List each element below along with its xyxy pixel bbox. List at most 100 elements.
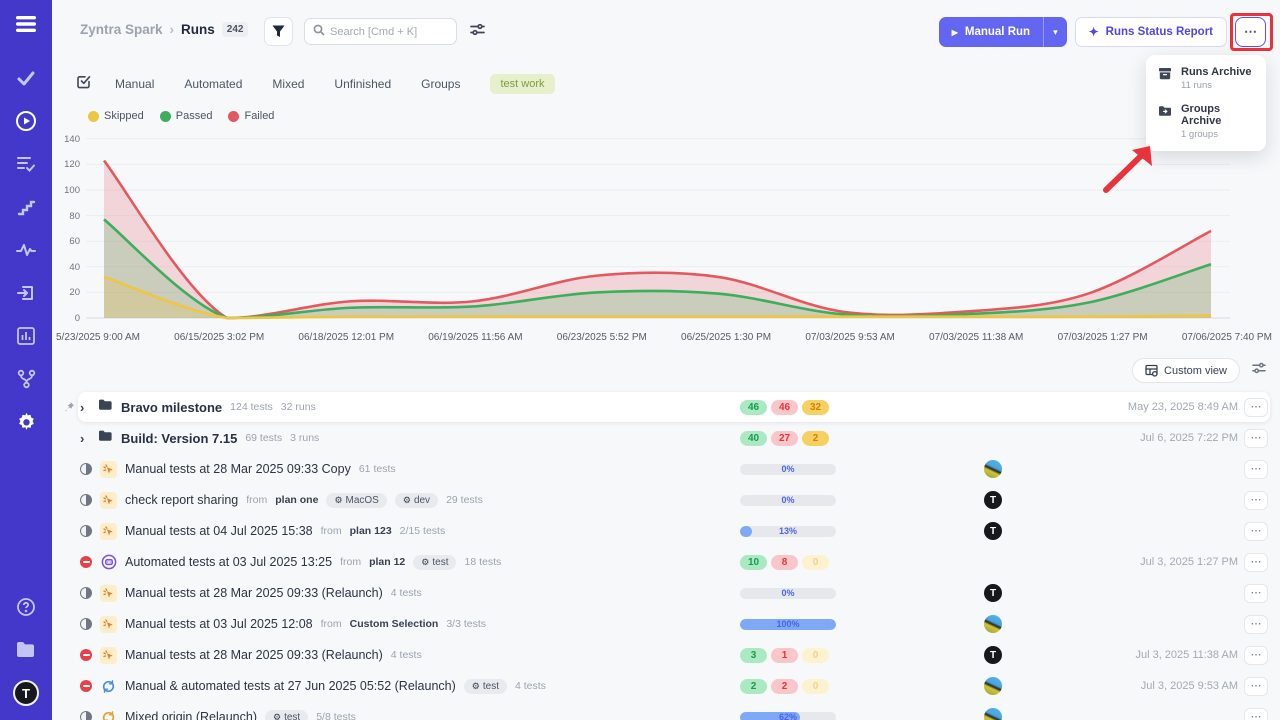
activity-pulse-icon[interactable] xyxy=(15,239,37,261)
in-progress-status-icon xyxy=(80,587,92,599)
table-row-run[interactable]: Manual tests at 28 Mar 2025 09:33 Copy 6… xyxy=(78,454,1270,484)
manual-run-type-icon xyxy=(100,491,117,509)
filter-button[interactable] xyxy=(264,17,293,46)
manual-run-dropdown[interactable]: ▾ xyxy=(1043,17,1067,47)
tab-mixed[interactable]: Mixed xyxy=(272,77,305,91)
table-row-run[interactable]: Manual tests at 04 Jul 2025 15:38 from p… xyxy=(78,516,1270,546)
tag-filter-test-work[interactable]: test work xyxy=(490,74,555,94)
columns-settings-icon[interactable] xyxy=(1252,361,1266,380)
progress-bar: 0% xyxy=(740,587,836,599)
progress-bar: 100% xyxy=(740,618,836,630)
settings-gear-icon[interactable] xyxy=(15,411,37,433)
row-more-button[interactable]: ⋯ xyxy=(1244,614,1268,634)
legend-failed: Failed xyxy=(228,110,274,122)
in-progress-status-icon xyxy=(80,525,92,537)
expand-chevron-icon[interactable]: › xyxy=(80,430,85,446)
table-row-group[interactable]: › Build: Version 7.15 69 tests 3 runs 40… xyxy=(78,423,1270,453)
skipped-badge: 0 xyxy=(802,554,829,570)
breadcrumb-project[interactable]: Zyntra Spark xyxy=(80,22,163,37)
assignee-avatar: T xyxy=(984,522,1002,540)
row-more-button[interactable]: ⋯ xyxy=(1244,707,1268,720)
table-row-run[interactable]: Mixed origin (Relaunch) ⚙ test 5/8 tests … xyxy=(78,702,1270,720)
tab-unfinished[interactable]: Unfinished xyxy=(334,77,392,91)
manual-run-label: Manual Run xyxy=(964,26,1031,38)
in-progress-status-icon xyxy=(80,711,92,720)
row-more-button[interactable]: ⋯ xyxy=(1244,583,1268,603)
env-tag[interactable]: ⚙ dev xyxy=(394,492,439,508)
manual-run-type-icon xyxy=(100,646,117,664)
env-tag[interactable]: ⚙ test xyxy=(413,554,457,570)
menu-icon[interactable] xyxy=(14,14,38,39)
skipped-badge: 0 xyxy=(802,678,829,694)
failed-badge: 27 xyxy=(771,430,798,446)
import-icon[interactable] xyxy=(15,282,37,304)
search-icon xyxy=(313,23,325,41)
row-more-button[interactable]: ⋯ xyxy=(1244,490,1268,510)
runs-status-report-button[interactable]: ✦ Runs Status Report xyxy=(1074,17,1227,47)
table-row-run[interactable]: Manual tests at 28 Mar 2025 09:33 (Relau… xyxy=(78,640,1270,670)
tab-manual[interactable]: Manual xyxy=(115,77,155,91)
pin-icon xyxy=(64,400,75,418)
tab-groups[interactable]: Groups xyxy=(421,77,461,91)
milestones-steps-icon[interactable] xyxy=(15,196,37,218)
result-badges: 10 8 0 xyxy=(740,554,829,570)
reports-chart-icon[interactable] xyxy=(15,325,37,347)
manual-run-type-icon xyxy=(100,615,117,633)
failed-badge: 2 xyxy=(771,678,798,694)
table-row-run[interactable]: Manual tests at 28 Mar 2025 09:33 (Relau… xyxy=(78,578,1270,608)
table-row-run[interactable]: check report sharing from plan one ⚙ MacO… xyxy=(78,485,1270,515)
passed-badge: 40 xyxy=(740,430,767,446)
run-title: Manual tests at 28 Mar 2025 09:33 Copy xyxy=(125,462,351,476)
sparkles-icon: ✦ xyxy=(1088,25,1099,39)
table-row-run[interactable]: Automated tests at 03 Jul 2025 13:25 fro… xyxy=(78,547,1270,577)
row-more-button[interactable]: ⋯ xyxy=(1244,645,1268,665)
gear-icon: ⚙ xyxy=(402,494,411,505)
branch-icon[interactable] xyxy=(15,368,37,390)
menu-item-runs-archive[interactable]: Runs Archive 11 runs xyxy=(1158,66,1254,91)
user-avatar[interactable]: T xyxy=(13,680,39,706)
from-plan[interactable]: Custom Selection xyxy=(349,618,439,630)
menu-item-groups-archive[interactable]: Groups Archive 1 groups xyxy=(1158,103,1254,140)
manual-run-button[interactable]: ▶ Manual Run ▾ xyxy=(938,17,1067,47)
run-tests-count: 2/15 tests xyxy=(399,525,446,537)
projects-folder-icon[interactable] xyxy=(15,638,37,660)
tests-check-icon[interactable] xyxy=(15,67,37,89)
filter-settings-icon[interactable] xyxy=(470,22,485,42)
runs-play-icon[interactable] xyxy=(15,110,37,132)
run-tests-count: 18 tests xyxy=(464,556,502,568)
search-input[interactable] xyxy=(330,25,440,38)
custom-view-button[interactable]: Custom view xyxy=(1132,358,1240,383)
progress-bar: 62% xyxy=(740,711,836,720)
from-plan[interactable]: plan 123 xyxy=(349,525,392,537)
table-row-group[interactable]: › Bravo milestone 124 tests 32 runs 46 4… xyxy=(65,392,1270,422)
row-more-button[interactable]: ⋯ xyxy=(1244,459,1268,479)
row-more-button[interactable]: ⋯ xyxy=(1244,397,1268,417)
run-tests-count: 61 tests xyxy=(358,463,396,475)
row-more-button[interactable]: ⋯ xyxy=(1244,676,1268,696)
table-row-run[interactable]: Manual tests at 03 Jul 2025 12:08 from C… xyxy=(78,609,1270,639)
stopped-status-icon xyxy=(80,556,92,568)
env-tag[interactable]: ⚙ test xyxy=(265,709,309,720)
result-badges: 2 2 0 xyxy=(740,678,829,694)
from-plan[interactable]: plan one xyxy=(275,494,319,506)
expand-chevron-icon[interactable]: › xyxy=(80,399,85,415)
row-more-button[interactable]: ⋯ xyxy=(1244,552,1268,572)
env-tag[interactable]: ⚙ test xyxy=(463,678,507,694)
table-row-run[interactable]: Manual & automated tests at 27 Jun 2025 … xyxy=(78,671,1270,701)
from-plan[interactable]: plan 12 xyxy=(369,556,406,568)
plans-list-icon[interactable] xyxy=(15,153,37,175)
select-runs-icon[interactable] xyxy=(76,74,91,94)
row-more-button[interactable]: ⋯ xyxy=(1244,428,1268,448)
runs-area-chart xyxy=(86,138,1230,320)
passed-badge: 10 xyxy=(740,554,767,570)
automated-run-type-icon xyxy=(100,554,117,571)
row-more-button[interactable]: ⋯ xyxy=(1244,521,1268,541)
env-tag[interactable]: ⚙ MacOS xyxy=(326,492,387,508)
header-more-button[interactable]: ⋯ xyxy=(1235,17,1266,47)
menu-item-sub: 1 groups xyxy=(1181,129,1218,140)
help-icon[interactable] xyxy=(15,596,37,618)
sidebar-bottom: T xyxy=(13,596,39,706)
group-runs-count: 32 runs xyxy=(280,401,316,413)
tab-automated[interactable]: Automated xyxy=(184,77,243,91)
top-bar: Zyntra Spark › Runs 242 ▶ Manual Run ▾ ✦… xyxy=(52,0,1280,64)
